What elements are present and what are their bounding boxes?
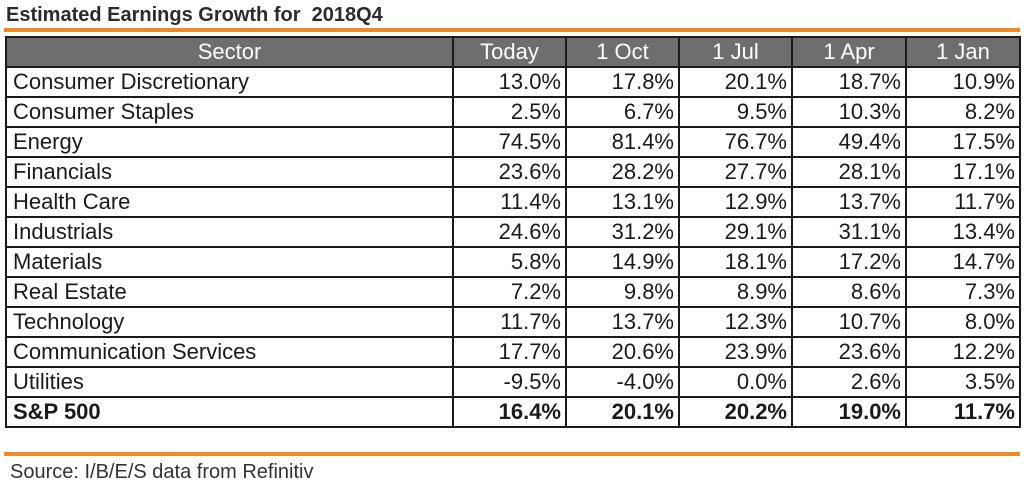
bottom-accent-rule bbox=[4, 452, 1020, 456]
growth-value-cell: 17.2% bbox=[791, 246, 907, 278]
column-header-sector: Sector bbox=[5, 36, 454, 68]
table-row: Consumer Discretionary 13.0% 17.8% 20.1% 18.… bbox=[5, 66, 1021, 98]
sector-name-cell: Consumer Discretionary bbox=[5, 66, 454, 98]
growth-value-cell: 29.1% bbox=[678, 216, 793, 248]
growth-value-cell: 8.2% bbox=[905, 96, 1021, 128]
page-title: Estimated Earnings Growth for 2018Q4 bbox=[6, 4, 383, 26]
growth-value-cell: 11.7% bbox=[905, 186, 1021, 218]
growth-value-cell: 76.7% bbox=[678, 126, 793, 158]
growth-value-cell: 23.9% bbox=[678, 336, 793, 368]
column-header-today: Today bbox=[452, 36, 567, 68]
growth-value-cell: 18.7% bbox=[791, 66, 907, 98]
growth-value-cell: 49.4% bbox=[791, 126, 907, 158]
growth-value-cell: 14.7% bbox=[905, 246, 1021, 278]
growth-value-cell: 81.4% bbox=[565, 126, 680, 158]
table-row-total: S&P 500 16.4% 20.1% 20.2% 19.0% 11.7% bbox=[5, 396, 1021, 428]
growth-value-cell: 14.9% bbox=[565, 246, 680, 278]
growth-value-cell: 2.5% bbox=[452, 96, 567, 128]
growth-value-cell: 17.5% bbox=[905, 126, 1021, 158]
growth-value-cell: 20.1% bbox=[565, 396, 680, 428]
source-note: Source: I/B/E/S data from Refinitiv bbox=[10, 461, 314, 483]
growth-value-cell: 6.7% bbox=[565, 96, 680, 128]
table-row: Communication Services 17.7% 20.6% 23.9% 23.… bbox=[5, 336, 1021, 368]
sector-name-cell: Utilities bbox=[5, 366, 454, 398]
growth-value-cell: 0.0% bbox=[678, 366, 793, 398]
growth-value-cell: 16.4% bbox=[452, 396, 567, 428]
column-header-1-jul: 1 Jul bbox=[678, 36, 793, 68]
growth-value-cell: 12.9% bbox=[678, 186, 793, 218]
table-row: Utilities -9.5% -4.0% 0.0% 2.6% 3.5% bbox=[5, 366, 1021, 398]
table-row: Financials 23.6% 28.2% 27.7% 28.1% 17.1% bbox=[5, 156, 1021, 188]
growth-value-cell: 12.2% bbox=[905, 336, 1021, 368]
growth-value-cell: 11.7% bbox=[905, 396, 1021, 428]
top-accent-rule bbox=[4, 28, 1020, 32]
sector-name-cell: Technology bbox=[5, 306, 454, 338]
table-row: Materials 5.8% 14.9% 18.1% 17.2% 14.7% bbox=[5, 246, 1021, 278]
growth-value-cell: 9.5% bbox=[678, 96, 793, 128]
growth-value-cell: 20.6% bbox=[565, 336, 680, 368]
growth-value-cell: 3.5% bbox=[905, 366, 1021, 398]
growth-value-cell: 10.7% bbox=[791, 306, 907, 338]
growth-value-cell: 19.0% bbox=[791, 396, 907, 428]
growth-value-cell: 8.6% bbox=[791, 276, 907, 308]
growth-value-cell: 13.7% bbox=[565, 306, 680, 338]
growth-value-cell: 7.2% bbox=[452, 276, 567, 308]
earnings-growth-table: Sector Today 1 Oct 1 Jul 1 Apr 1 Jan Con… bbox=[5, 36, 1021, 428]
growth-value-cell: 27.7% bbox=[678, 156, 793, 188]
growth-value-cell: 13.4% bbox=[905, 216, 1021, 248]
growth-value-cell: 24.6% bbox=[452, 216, 567, 248]
growth-value-cell: 31.2% bbox=[565, 216, 680, 248]
sector-name-cell: Communication Services bbox=[5, 336, 454, 368]
sector-name-cell: Industrials bbox=[5, 216, 454, 248]
table-row: Consumer Staples 2.5% 6.7% 9.5% 10.3% 8.2% bbox=[5, 96, 1021, 128]
sector-name-cell: S&P 500 bbox=[5, 396, 454, 428]
growth-value-cell: 10.3% bbox=[791, 96, 907, 128]
growth-value-cell: 13.1% bbox=[565, 186, 680, 218]
growth-value-cell: 28.1% bbox=[791, 156, 907, 188]
sector-name-cell: Health Care bbox=[5, 186, 454, 218]
sector-name-cell: Materials bbox=[5, 246, 454, 278]
growth-value-cell: -9.5% bbox=[452, 366, 567, 398]
growth-value-cell: 17.7% bbox=[452, 336, 567, 368]
sector-name-cell: Consumer Staples bbox=[5, 96, 454, 128]
growth-value-cell: 23.6% bbox=[791, 336, 907, 368]
table-row: Real Estate 7.2% 9.8% 8.9% 8.6% 7.3% bbox=[5, 276, 1021, 308]
table-row: Technology 11.7% 13.7% 12.3% 10.7% 8.0% bbox=[5, 306, 1021, 338]
sector-name-cell: Real Estate bbox=[5, 276, 454, 308]
column-header-1-apr: 1 Apr bbox=[791, 36, 907, 68]
table-row: Industrials 24.6% 31.2% 29.1% 31.1% 13.4% bbox=[5, 216, 1021, 248]
growth-value-cell: 10.9% bbox=[905, 66, 1021, 98]
table-row: Health Care 11.4% 13.1% 12.9% 13.7% 11.7% bbox=[5, 186, 1021, 218]
growth-value-cell: 20.2% bbox=[678, 396, 793, 428]
growth-value-cell: 9.8% bbox=[565, 276, 680, 308]
growth-value-cell: 11.7% bbox=[452, 306, 567, 338]
column-header-1-jan: 1 Jan bbox=[905, 36, 1021, 68]
growth-value-cell: 5.8% bbox=[452, 246, 567, 278]
growth-value-cell: 8.9% bbox=[678, 276, 793, 308]
sector-name-cell: Financials bbox=[5, 156, 454, 188]
growth-value-cell: 74.5% bbox=[452, 126, 567, 158]
growth-value-cell: 12.3% bbox=[678, 306, 793, 338]
growth-value-cell: 7.3% bbox=[905, 276, 1021, 308]
growth-value-cell: 31.1% bbox=[791, 216, 907, 248]
column-header-1-oct: 1 Oct bbox=[565, 36, 680, 68]
growth-value-cell: 2.6% bbox=[791, 366, 907, 398]
table-body: Consumer Discretionary 13.0% 17.8% 20.1% 18.… bbox=[5, 66, 1021, 428]
growth-value-cell: 11.4% bbox=[452, 186, 567, 218]
sector-name-cell: Energy bbox=[5, 126, 454, 158]
table-row: Energy 74.5% 81.4% 76.7% 49.4% 17.5% bbox=[5, 126, 1021, 158]
table-header-row: Sector Today 1 Oct 1 Jul 1 Apr 1 Jan bbox=[5, 36, 1021, 68]
growth-value-cell: 28.2% bbox=[565, 156, 680, 188]
growth-value-cell: 17.1% bbox=[905, 156, 1021, 188]
growth-value-cell: 8.0% bbox=[905, 306, 1021, 338]
growth-value-cell: 13.0% bbox=[452, 66, 567, 98]
growth-value-cell: -4.0% bbox=[565, 366, 680, 398]
growth-value-cell: 13.7% bbox=[791, 186, 907, 218]
growth-value-cell: 23.6% bbox=[452, 156, 567, 188]
growth-value-cell: 17.8% bbox=[565, 66, 680, 98]
growth-value-cell: 20.1% bbox=[678, 66, 793, 98]
growth-value-cell: 18.1% bbox=[678, 246, 793, 278]
